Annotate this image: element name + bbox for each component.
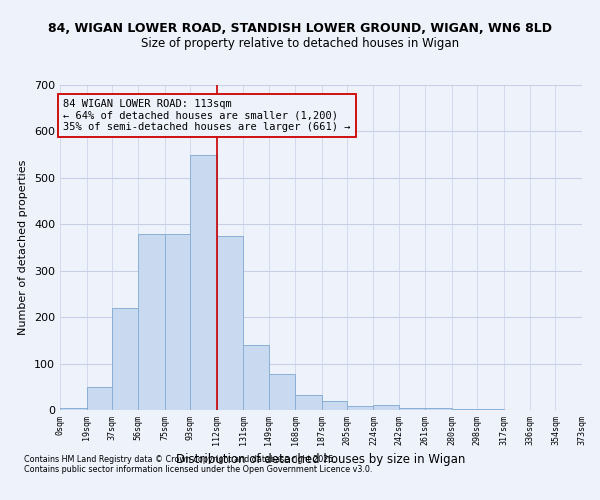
Bar: [139, 234, 165, 410]
Bar: [322, 400, 347, 410]
Bar: [452, 409, 477, 410]
Bar: [269, 374, 295, 410]
Bar: [244, 345, 269, 410]
Bar: [112, 308, 139, 410]
Bar: [373, 406, 398, 410]
Text: Contains HM Land Registry data © Crown copyright and database right 2025.: Contains HM Land Registry data © Crown c…: [24, 456, 336, 464]
Bar: [398, 408, 425, 410]
Text: Contains public sector information licensed under the Open Government Licence v3: Contains public sector information licen…: [24, 466, 373, 474]
Text: 84 WIGAN LOWER ROAD: 113sqm
← 64% of detached houses are smaller (1,200)
35% of : 84 WIGAN LOWER ROAD: 113sqm ← 64% of det…: [63, 99, 350, 132]
X-axis label: Distribution of detached houses by size in Wigan: Distribution of detached houses by size …: [176, 453, 466, 466]
Text: Size of property relative to detached houses in Wigan: Size of property relative to detached ho…: [141, 38, 459, 51]
Bar: [217, 236, 244, 410]
Bar: [477, 409, 503, 410]
Bar: [347, 406, 373, 410]
Bar: [86, 387, 112, 410]
Bar: [295, 394, 322, 410]
Text: 84, WIGAN LOWER ROAD, STANDISH LOWER GROUND, WIGAN, WN6 8LD: 84, WIGAN LOWER ROAD, STANDISH LOWER GRO…: [48, 22, 552, 36]
Bar: [425, 408, 452, 410]
Y-axis label: Number of detached properties: Number of detached properties: [19, 160, 28, 335]
Bar: [60, 408, 86, 410]
Bar: [190, 154, 217, 410]
Bar: [165, 234, 190, 410]
